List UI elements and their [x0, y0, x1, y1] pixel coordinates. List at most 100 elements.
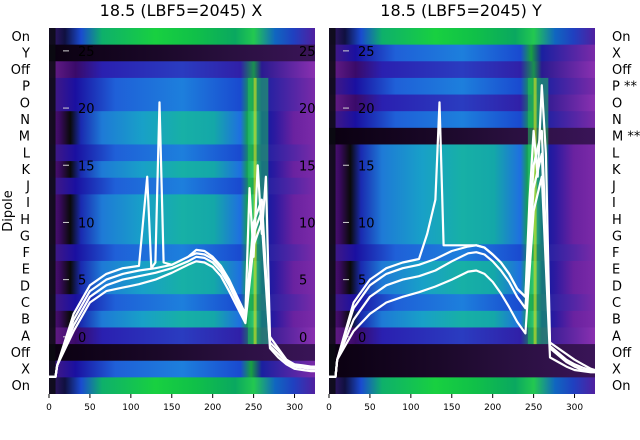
heatmap-row	[49, 327, 315, 345]
series-line-3	[49, 209, 315, 378]
overlay-lines	[329, 84, 595, 378]
row-label: X	[612, 46, 621, 61]
series-line-4	[49, 221, 315, 378]
overlay-lines	[49, 101, 315, 378]
heatmap-row	[49, 360, 315, 378]
x-tick-label: 100	[402, 403, 419, 413]
x-tick-label: 200	[204, 403, 221, 413]
heatmap-edge-column	[329, 28, 336, 394]
chart-panel-1: 18.5 (LBF5=2045) XOnYOffPONMLKJIHGFEDCBA…	[1, 1, 316, 413]
overlay-y-tick-label: 25	[358, 45, 375, 60]
heatmap-row	[329, 244, 595, 262]
row-label: On	[12, 30, 30, 45]
row-label: O	[612, 96, 622, 111]
row-label: C	[21, 296, 30, 311]
row-label: D	[612, 279, 622, 294]
overlay-y-tick-label: 10	[358, 216, 375, 231]
row-label: J	[611, 180, 616, 195]
heatmap-edge-column	[49, 28, 56, 394]
heatmap-row	[329, 377, 595, 394]
row-label: B	[612, 313, 621, 328]
row-label: M	[19, 130, 30, 145]
row-label: G	[612, 229, 622, 244]
x-tick-label: 50	[364, 403, 376, 413]
row-label: P **	[612, 80, 637, 95]
heatmap-row	[49, 61, 315, 79]
heatmap-row	[329, 327, 595, 345]
x-tick-label: 300	[286, 403, 303, 413]
overlay-y-tick-label: 0	[78, 331, 86, 346]
heatmap-row	[329, 360, 595, 378]
heatmap-row	[329, 61, 595, 79]
heatmap-row	[329, 28, 595, 46]
row-label: On	[612, 30, 630, 45]
row-label: Y	[21, 46, 30, 61]
row-label: On	[612, 379, 630, 394]
row-label: N	[612, 113, 622, 128]
row-label: E	[612, 263, 620, 278]
x-tick-label: 0	[326, 403, 332, 413]
heatmap-row	[329, 77, 595, 96]
overlay-y-tick-label: 0	[358, 331, 366, 346]
row-label: F	[23, 246, 30, 261]
x-tick-label: 250	[525, 403, 542, 413]
row-label: X	[21, 363, 30, 378]
row-label: M **	[612, 130, 640, 145]
overlay-y-tick-label: 15	[358, 159, 375, 174]
row-label: Off	[612, 346, 632, 361]
row-label: H	[20, 213, 30, 228]
x-tick-label: 50	[84, 403, 96, 413]
heatmap-row	[49, 177, 315, 195]
row-label: G	[20, 229, 30, 244]
row-label: E	[22, 263, 30, 278]
x-tick-label: 300	[566, 403, 583, 413]
x-tick-label: 200	[484, 403, 501, 413]
heatmap-row	[49, 77, 315, 96]
overlay-y-tick-label: 20	[358, 102, 375, 117]
row-label: F	[612, 246, 619, 261]
heatmap-row	[49, 310, 315, 328]
row-label: I	[612, 196, 616, 211]
heatmap-row	[329, 127, 595, 145]
row-label: K	[612, 163, 621, 178]
x-tick-label: 150	[443, 403, 460, 413]
overlay-y-tick-label: 5	[78, 274, 86, 289]
overlay-y-tick-label: 25	[78, 45, 95, 60]
row-label: On	[12, 379, 30, 394]
row-label: B	[21, 313, 30, 328]
x-tick-label: 150	[163, 403, 180, 413]
overlay-right-y-tick-label: 25	[299, 45, 316, 60]
heatmap-row	[329, 177, 595, 195]
heatmap-row	[49, 344, 315, 362]
heatmap-yellow-streak	[533, 77, 537, 345]
overlay-right-y-tick-label: 15	[299, 159, 316, 174]
row-label: K	[21, 163, 30, 178]
row-label: L	[23, 146, 31, 161]
series-line-4	[329, 175, 595, 378]
row-label: X	[612, 363, 621, 378]
row-label: J	[25, 180, 30, 195]
row-label: Off	[612, 63, 632, 78]
overlay-right-y-tick-label: 20	[299, 102, 316, 117]
row-label: D	[20, 279, 30, 294]
row-label: A	[21, 329, 30, 344]
heatmap-row	[329, 194, 595, 212]
heatmap-row	[49, 194, 315, 212]
overlay-right-y-tick-label: 0	[299, 331, 307, 346]
heatmap-row	[329, 344, 595, 362]
overlay-right-y-tick-label: 10	[299, 216, 316, 231]
x-tick-label: 100	[122, 403, 139, 413]
heatmap-row	[49, 127, 315, 145]
heatmap-rows	[329, 28, 595, 394]
y-axis-label: Dipole	[1, 190, 16, 231]
series-line-2	[329, 129, 595, 378]
series-line-1	[49, 101, 315, 378]
heatmap-row	[49, 44, 315, 62]
x-tick-label: 0	[46, 403, 52, 413]
row-label: N	[20, 113, 30, 128]
chart-title: 18.5 (LBF5=2045) X	[100, 1, 263, 20]
overlay-right-y-tick-label: 5	[299, 274, 307, 289]
row-label: Off	[11, 346, 31, 361]
